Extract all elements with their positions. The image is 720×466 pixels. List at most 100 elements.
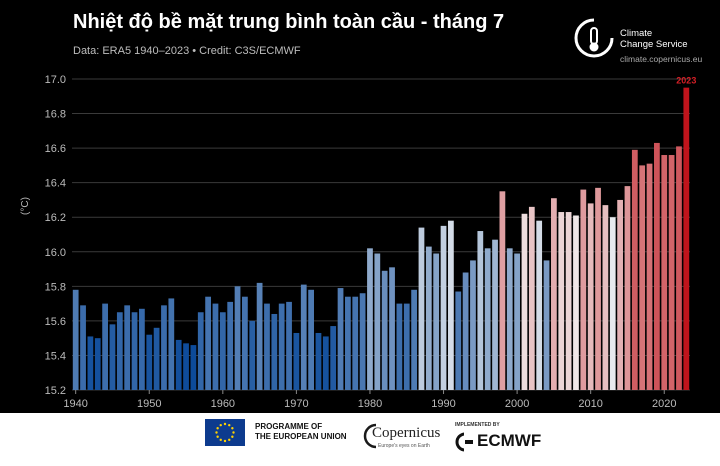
bar-1992 — [455, 291, 462, 390]
x-tick-label: 2000 — [505, 398, 529, 410]
bar-2007 — [565, 212, 572, 390]
bar-1973 — [315, 332, 322, 390]
bar-1949 — [139, 308, 145, 390]
grid-lines — [72, 78, 690, 391]
bar-1972 — [308, 289, 314, 390]
bar-2020 — [661, 155, 668, 390]
bar-1995 — [477, 231, 484, 390]
y-axis-label: (°C) — [20, 197, 31, 215]
bar-1957 — [197, 312, 204, 390]
bar-1963 — [242, 296, 248, 390]
copernicus-tagline: Europe's eyes on Earth — [378, 443, 430, 449]
bar-1940 — [72, 289, 79, 390]
x-tick-labels: 1940 1950 1960 1970 1980 1990 2000 2010 2020 — [63, 390, 676, 410]
bar-1964 — [249, 320, 256, 390]
y-tick-label: 15.4 — [45, 350, 66, 362]
bar-1946 — [116, 312, 123, 390]
eu-star — [219, 438, 222, 442]
annotation-2023: 2023 — [676, 76, 696, 86]
eu-label-line1: PROGRAMME OF — [255, 422, 323, 431]
y-tick-label: 15.2 — [45, 385, 66, 397]
bar-2002 — [528, 206, 535, 390]
bar-1978 — [352, 296, 359, 390]
bar-2006 — [558, 212, 565, 390]
brand-name-line1: Climate — [620, 28, 653, 39]
bars — [72, 87, 690, 390]
bar-1982 — [381, 270, 388, 390]
bar-2013 — [609, 217, 616, 390]
y-tick-labels: 15.2 15.4 15.6 15.8 16.0 16.2 16.4 16.6 16.8 17.0 — [45, 74, 66, 397]
bar-1990 — [440, 225, 447, 390]
bar-1970 — [293, 332, 300, 390]
y-tick-label: 16.2 — [45, 212, 66, 224]
bar-1961 — [227, 301, 234, 390]
bar-1996 — [484, 248, 491, 390]
copernicus-ring-icon — [363, 423, 377, 449]
ecmwf-name: ECMWF — [477, 431, 542, 450]
chart-title: Nhiệt độ bề mặt trung bình toàn cầu - th… — [73, 11, 505, 33]
bar-2015 — [624, 186, 631, 390]
bar-2021 — [668, 155, 675, 390]
implemented-by-label: IMPLEMENTED BY — [455, 422, 500, 428]
eu-programme-label: PROGRAMME OF THE EUROPEAN UNION — [255, 422, 365, 442]
bar-2000 — [514, 253, 520, 390]
bar-2019 — [654, 142, 660, 390]
bar-1991 — [448, 220, 454, 390]
eu-star — [223, 439, 227, 443]
bar-2022 — [676, 146, 682, 390]
bar-2017 — [639, 165, 646, 390]
bar-2018 — [646, 163, 653, 390]
bar-1988 — [425, 246, 432, 390]
eu-star — [228, 423, 231, 427]
bar-1942 — [87, 336, 94, 390]
bar-1956 — [190, 345, 197, 390]
bar-1954 — [175, 339, 182, 390]
y-tick-label: 15.6 — [45, 316, 66, 328]
bar-2001 — [521, 213, 528, 390]
x-tick-label: 1980 — [358, 398, 382, 410]
bar-1966 — [264, 303, 270, 390]
bar-1975 — [330, 326, 337, 390]
bar-1974 — [322, 336, 329, 390]
y-tick-label: 16.4 — [45, 178, 66, 190]
eu-star — [231, 427, 234, 430]
bar-1993 — [462, 272, 469, 390]
bar-1981 — [374, 253, 381, 390]
bar-1969 — [286, 301, 292, 390]
bar-2009 — [580, 189, 587, 390]
bar-1960 — [219, 312, 226, 390]
bar-1983 — [389, 267, 395, 390]
bar-2016 — [631, 149, 638, 390]
ecmwf-logo: IMPLEMENTED BY ECMWF — [455, 419, 565, 453]
bar-1965 — [256, 282, 263, 390]
bar-2012 — [602, 205, 609, 390]
bar-2014 — [617, 199, 623, 390]
bar-1998 — [499, 191, 506, 390]
eu-label-line2: THE EUROPEAN UNION — [255, 432, 347, 441]
y-tick-label: 15.8 — [45, 281, 66, 293]
bar-1959 — [212, 303, 219, 390]
bar-1971 — [300, 284, 307, 390]
eu-flag-icon — [205, 419, 245, 446]
bar-1968 — [278, 303, 285, 390]
bar-1948 — [131, 312, 138, 390]
eu-star — [228, 438, 231, 442]
bar-1953 — [168, 298, 175, 390]
x-tick-label: 1970 — [284, 398, 308, 410]
bar-1985 — [403, 303, 410, 390]
bar-1945 — [109, 324, 116, 390]
bar-1986 — [411, 289, 417, 390]
x-tick-label: 1940 — [63, 398, 87, 410]
bar-1955 — [183, 343, 189, 390]
brand-name-line2: Change Service — [620, 39, 688, 50]
brand-name: Climate Change Service — [620, 28, 710, 50]
copernicus-logo: Copernicus Europe's eyes on Earth — [360, 419, 440, 453]
bar-1943 — [94, 338, 101, 390]
y-tick-label: 17.0 — [45, 74, 66, 86]
bar-2008 — [573, 215, 579, 390]
bar-1962 — [234, 286, 241, 390]
bar-1947 — [124, 305, 131, 390]
bar-chart: 15.2 15.4 15.6 15.8 16.0 16.2 16.4 16.6 16.8 17.0… — [20, 74, 696, 410]
bar-1999 — [506, 248, 513, 390]
x-tick-label: 2010 — [578, 398, 602, 410]
